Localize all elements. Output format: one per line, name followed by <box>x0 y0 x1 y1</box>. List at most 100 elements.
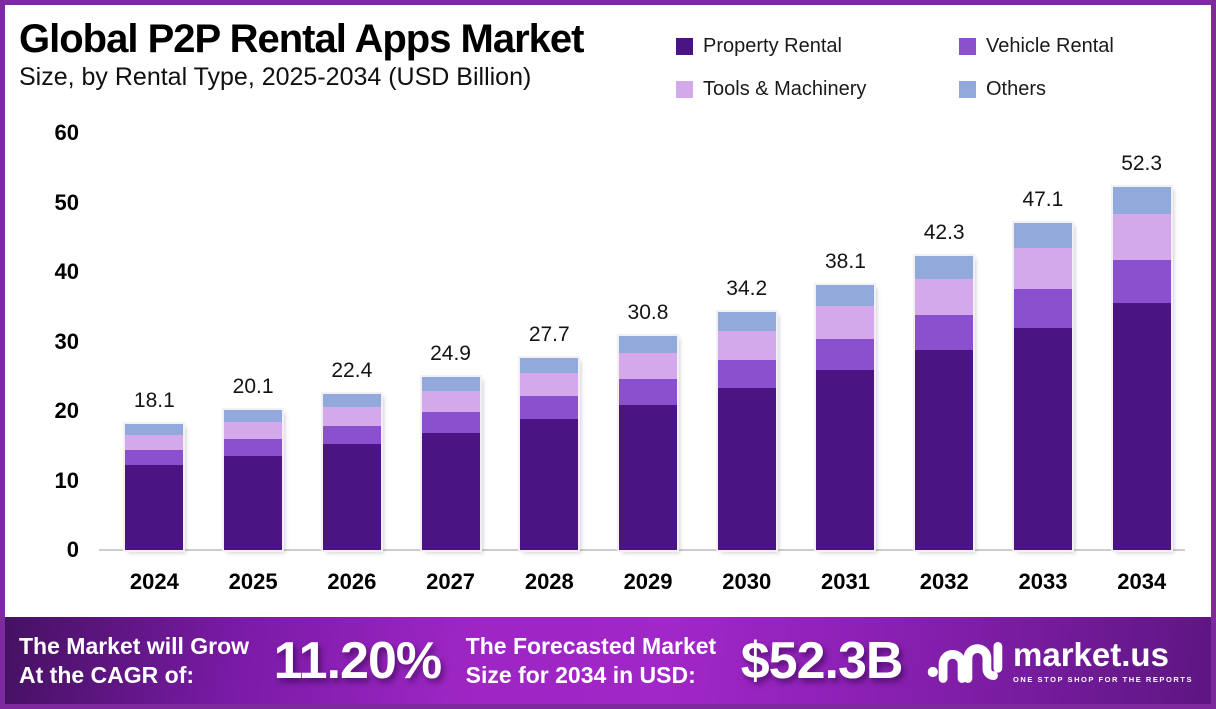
y-axis-tick-label: 0 <box>66 537 79 562</box>
legend-item: Property Rental <box>676 35 959 58</box>
market-us-logo-icon <box>927 641 1003 683</box>
x-axis-label: 2025 <box>228 569 278 594</box>
x-axis-label: 2027 <box>426 569 476 594</box>
brand-text: market.us ONE STOP SHOP FOR THE REPORTS <box>1013 638 1193 684</box>
bar-total-label: 22.4 <box>331 359 373 383</box>
legend-swatch-icon <box>959 38 976 55</box>
legend-swatch-icon <box>959 81 976 98</box>
bar-segment-vehicle-rental <box>125 449 184 466</box>
bar-segment-others <box>618 335 677 353</box>
x-axis-label: 2031 <box>821 569 870 594</box>
bar-segment-property-rental <box>125 465 184 550</box>
x-axis-baseline <box>99 549 1185 551</box>
stacked-bar <box>222 408 285 552</box>
brand-tagline: ONE STOP SHOP FOR THE REPORTS <box>1013 674 1193 684</box>
bar-total-label: 20.1 <box>232 375 274 399</box>
bar-segment-property-rental <box>322 444 381 550</box>
legend-label: Others <box>986 78 1047 100</box>
x-axis-labels: 2024 2025 2026 2027 2028 2029 2030 2031 2032 2033… <box>105 569 1191 595</box>
bar-segment-vehicle-rental <box>1112 259 1171 303</box>
stacked-bar <box>814 283 877 552</box>
bar-segment-vehicle-rental <box>322 425 381 445</box>
stacked-bar <box>320 392 383 552</box>
bar-segment-property-rental <box>1013 327 1072 550</box>
legend-item: Tools & Machinery <box>676 78 959 101</box>
legend-swatch-icon <box>676 81 693 98</box>
legend-item: Vehicle Rental <box>959 35 1159 58</box>
bar-group: 24.9 <box>401 133 500 553</box>
bar-segment-vehicle-rental <box>1013 288 1072 328</box>
x-axis-label: 2030 <box>722 569 772 594</box>
bar-total-label: 42.3 <box>923 221 965 245</box>
y-axis-tick-label: 50 <box>54 189 79 215</box>
bar-group: 20.1 <box>204 133 303 552</box>
page-title: Global P2P Rental Apps Market <box>19 17 584 61</box>
bar-group: 38.1 <box>796 133 895 552</box>
y-axis-tick-label: 10 <box>54 467 79 493</box>
stacked-bar <box>1110 184 1173 553</box>
y-axis-tick-label: 20 <box>54 398 79 423</box>
bar-total-label: 52.3 <box>1121 151 1163 175</box>
x-axis-label: 2033 <box>1018 569 1068 594</box>
forecast-label-line1: The Forecasted Market <box>465 633 717 660</box>
cagr-label-line1: The Market will Grow <box>19 633 250 660</box>
bar-total-label: 38.1 <box>825 250 866 274</box>
bar-segment-others <box>520 357 579 373</box>
bar-group: 30.8 <box>599 133 698 553</box>
bar-segment-others <box>421 376 480 391</box>
bar-total-label: 30.8 <box>627 300 669 324</box>
legend-label: Tools & Machinery <box>703 78 867 100</box>
legend-label: Vehicle Rental <box>986 35 1114 57</box>
page-subtitle: Size, by Rental Type, 2025-2034 (USD Bil… <box>19 63 532 91</box>
bar-segment-tools-machinery <box>421 390 480 412</box>
bar-segment-property-rental <box>1112 302 1171 550</box>
bar-segment-tools-machinery <box>224 422 283 439</box>
x-axis-label: 2034 <box>1117 569 1167 594</box>
bar-segment-others <box>717 312 776 332</box>
y-axis-tick-label: 40 <box>54 259 79 284</box>
x-axis-label: 2024 <box>129 569 179 594</box>
stacked-bar <box>616 333 679 553</box>
bar-segment-property-rental <box>224 455 283 550</box>
stacked-bar <box>518 355 581 553</box>
stacked-bar <box>123 422 186 552</box>
legend-item: Others <box>959 78 1159 101</box>
bar-segment-tools-machinery <box>717 331 776 361</box>
forecast-label-line2: Size for 2034 in USD: <box>465 661 696 688</box>
bar-total-label: 34.2 <box>726 277 768 301</box>
stacked-bar <box>913 254 976 552</box>
legend-label: Property Rental <box>703 35 842 57</box>
x-axis-label: 2026 <box>327 569 377 594</box>
bar-segment-property-rental <box>520 419 579 550</box>
bar-segment-property-rental <box>421 432 480 550</box>
bar-segment-property-rental <box>915 349 974 550</box>
bar-total-label: 27.7 <box>528 322 570 346</box>
bar-segment-tools-machinery <box>1112 214 1171 260</box>
bar-segment-others <box>322 394 381 407</box>
cagr-label-line2: At the CAGR of: <box>19 661 195 688</box>
bar-segment-others <box>1013 222 1072 249</box>
stacked-bar <box>419 374 482 553</box>
chart-legend: Property Rental Vehicle Rental Tools & Mac… <box>676 35 1159 101</box>
bar-segment-others <box>1112 186 1171 215</box>
legend-swatch-icon <box>676 38 693 55</box>
bar-segment-property-rental <box>717 388 776 550</box>
bar-segment-tools-machinery <box>520 372 579 397</box>
bar-total-label: 18.1 <box>133 389 175 413</box>
brand: market.us ONE STOP SHOP FOR THE REPORTS <box>927 634 1193 688</box>
bar-segment-tools-machinery <box>322 406 381 426</box>
x-axis-label: 2029 <box>623 569 673 594</box>
bar-group: 18.1 <box>105 133 204 552</box>
x-axis-label: 2028 <box>524 569 574 594</box>
bar-group: 22.4 <box>302 133 401 552</box>
bar-segment-tools-machinery <box>618 352 677 380</box>
header: Global P2P Rental Apps Market Size, by R… <box>19 17 584 92</box>
footer-banner: The Market will Grow At the CAGR of: 11.… <box>5 617 1211 704</box>
bar-segment-tools-machinery <box>915 278 974 316</box>
stacked-bar <box>1011 220 1074 553</box>
y-axis-tick-label: 30 <box>54 328 79 354</box>
y-axis-tick-label: 60 <box>54 120 79 145</box>
bar-segment-property-rental <box>816 370 875 550</box>
bar-segment-vehicle-rental <box>224 438 283 456</box>
stacked-bar <box>715 310 778 552</box>
